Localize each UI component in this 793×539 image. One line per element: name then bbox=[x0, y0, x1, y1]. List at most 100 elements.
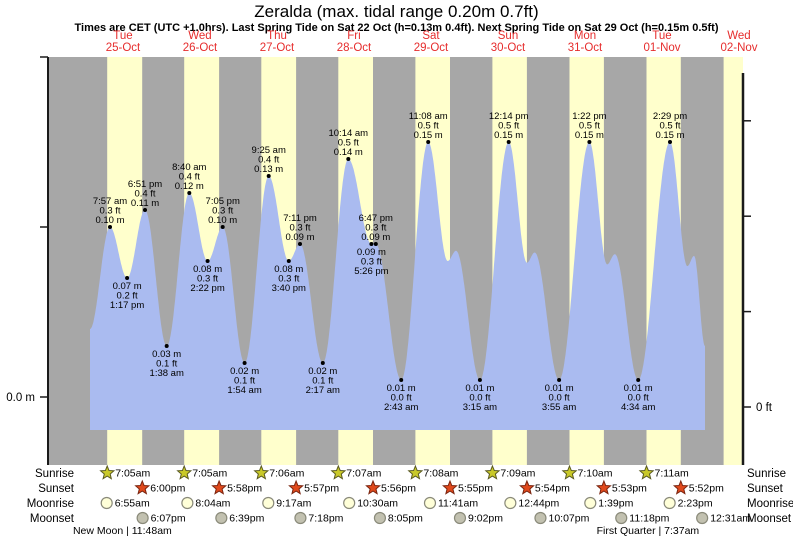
right-axis-zero-label: 0 ft bbox=[756, 402, 773, 414]
low-tide-annotation: 0.01 m bbox=[387, 383, 416, 394]
low-tide-annotation: 0.01 m bbox=[545, 383, 574, 394]
low-tide-annotation: 0.2 ft bbox=[117, 291, 138, 302]
moonset-row-label-left: Moonset bbox=[29, 513, 74, 525]
low-tide-dot bbox=[369, 242, 374, 246]
high-tide-annotation: 7:05 pm bbox=[206, 196, 240, 207]
moonrise-icon bbox=[423, 496, 437, 510]
high-tide-annotation: 0.3 ft bbox=[289, 223, 310, 234]
low-tide-annotation: 2:22 pm bbox=[190, 283, 224, 294]
moonrise-row-label-left: Moonrise bbox=[26, 498, 74, 510]
moonset-time: 7:18pm bbox=[308, 513, 343, 525]
day-date-label: 01-Nov bbox=[643, 42, 680, 54]
day-date-label: 30-Oct bbox=[491, 42, 526, 54]
high-tide-annotation: 0.5 ft bbox=[418, 121, 439, 132]
moonset-row-label-right: Moonset bbox=[747, 513, 792, 525]
sunset-time: 5:55pm bbox=[458, 483, 493, 495]
low-tide-annotation: 1:38 am bbox=[150, 368, 184, 379]
low-tide-dot bbox=[477, 378, 482, 382]
low-tide-annotation: 0.0 ft bbox=[628, 393, 649, 404]
high-tide-annotation: 0.15 m bbox=[494, 130, 523, 141]
high-tide-annotation: 0.09 m bbox=[285, 232, 314, 243]
low-tide-annotation: 0.3 ft bbox=[197, 274, 218, 285]
high-tide-annotation: 0.3 ft bbox=[365, 223, 386, 234]
low-tide-annotation: 0.1 ft bbox=[312, 376, 333, 387]
moonset-icon bbox=[294, 511, 307, 525]
low-tide-dot bbox=[125, 276, 130, 280]
high-tide-annotation: 9:25 am bbox=[252, 145, 286, 156]
low-tide-annotation: 2:43 am bbox=[384, 402, 418, 413]
moonset-time: 6:07pm bbox=[151, 513, 186, 525]
moonset-icon bbox=[136, 511, 149, 525]
high-tide-dot bbox=[426, 140, 431, 144]
sunrise-time: 7:11am bbox=[655, 468, 689, 480]
low-tide-annotation: 3:15 am bbox=[463, 402, 497, 413]
sunrise-star-icon bbox=[407, 464, 424, 480]
high-tide-annotation: 6:47 pm bbox=[359, 213, 393, 224]
moonset-icon bbox=[534, 511, 547, 525]
moon-phase-label: New Moon | 11:48am bbox=[73, 525, 172, 537]
high-tide-annotation: 0.4 ft bbox=[179, 172, 200, 183]
moonset-time: 6:39pm bbox=[229, 513, 264, 525]
moonset-icon bbox=[373, 511, 387, 525]
day-name-label: Thu bbox=[267, 30, 287, 42]
moonrise-icon bbox=[181, 496, 194, 510]
daylight-stripe bbox=[723, 57, 743, 465]
high-tide-annotation: 10:14 am bbox=[328, 128, 368, 139]
low-tide-dot bbox=[205, 259, 210, 263]
sunrise-time: 7:08am bbox=[423, 468, 458, 480]
low-tide-annotation: 1:17 pm bbox=[110, 300, 144, 311]
moonrise-time: 2:23pm bbox=[678, 498, 713, 510]
moonrise-time: 9:17am bbox=[276, 498, 311, 510]
day-date-label: 27-Oct bbox=[260, 42, 295, 54]
low-tide-dot bbox=[399, 378, 404, 382]
day-date-label: 29-Oct bbox=[414, 42, 449, 54]
high-tide-dot bbox=[187, 191, 192, 195]
sunset-star-icon bbox=[134, 479, 151, 495]
sunrise-time: 7:09am bbox=[500, 468, 535, 480]
sunset-time: 5:53pm bbox=[612, 483, 647, 495]
moonrise-time: 11:41am bbox=[438, 498, 478, 510]
low-tide-annotation: 0.02 m bbox=[308, 366, 337, 377]
day-name-label: Wed bbox=[727, 30, 750, 42]
moonrise-time: 12:44pm bbox=[518, 498, 559, 510]
low-tide-annotation: 4:34 am bbox=[621, 402, 655, 413]
sunset-time: 5:57pm bbox=[304, 483, 339, 495]
high-tide-annotation: 0.3 ft bbox=[99, 206, 120, 217]
low-tide-annotation: 0.07 m bbox=[113, 281, 142, 292]
high-tide-annotation: 0.4 ft bbox=[134, 189, 155, 200]
low-tide-dot bbox=[242, 361, 247, 365]
sunrise-star-icon bbox=[253, 464, 270, 480]
low-tide-annotation: 0.02 m bbox=[230, 366, 259, 377]
moonrise-icon bbox=[504, 496, 517, 510]
sunrise-time: 7:05am bbox=[192, 468, 227, 480]
moonset-time: 10:07pm bbox=[549, 513, 590, 525]
sunset-star-icon bbox=[288, 479, 304, 495]
low-tide-annotation: 1:54 am bbox=[227, 385, 261, 396]
low-tide-annotation: 0.0 ft bbox=[391, 393, 412, 404]
high-tide-annotation: 0.15 m bbox=[575, 130, 604, 141]
moonrise-time: 1:39pm bbox=[598, 498, 633, 510]
low-tide-annotation: 0.1 ft bbox=[156, 359, 177, 370]
high-tide-annotation: 0.5 ft bbox=[338, 138, 359, 149]
low-tide-annotation: 0.3 ft bbox=[361, 257, 382, 268]
low-tide-annotation: 0.09 m bbox=[357, 247, 386, 258]
sunrise-star-icon bbox=[484, 464, 501, 480]
low-tide-annotation: 3:55 am bbox=[542, 402, 576, 413]
high-tide-dot bbox=[373, 242, 378, 246]
sunset-time: 5:56pm bbox=[381, 483, 416, 495]
low-tide-annotation: 2:17 am bbox=[306, 385, 340, 396]
low-tide-annotation: 0.08 m bbox=[274, 264, 303, 275]
high-tide-annotation: 0.3 ft bbox=[212, 206, 233, 217]
low-tide-annotation: 0.0 ft bbox=[469, 393, 490, 404]
day-name-label: Sun bbox=[498, 30, 518, 42]
moonset-icon bbox=[215, 511, 228, 525]
high-tide-dot bbox=[346, 157, 351, 161]
sunrise-time: 7:05am bbox=[115, 468, 150, 480]
moonset-time: 12:31am bbox=[710, 513, 751, 525]
moonrise-icon bbox=[584, 496, 597, 510]
low-tide-dot bbox=[557, 378, 562, 382]
day-name-label: Tue bbox=[652, 30, 671, 42]
sunrise-star-icon bbox=[99, 464, 116, 480]
